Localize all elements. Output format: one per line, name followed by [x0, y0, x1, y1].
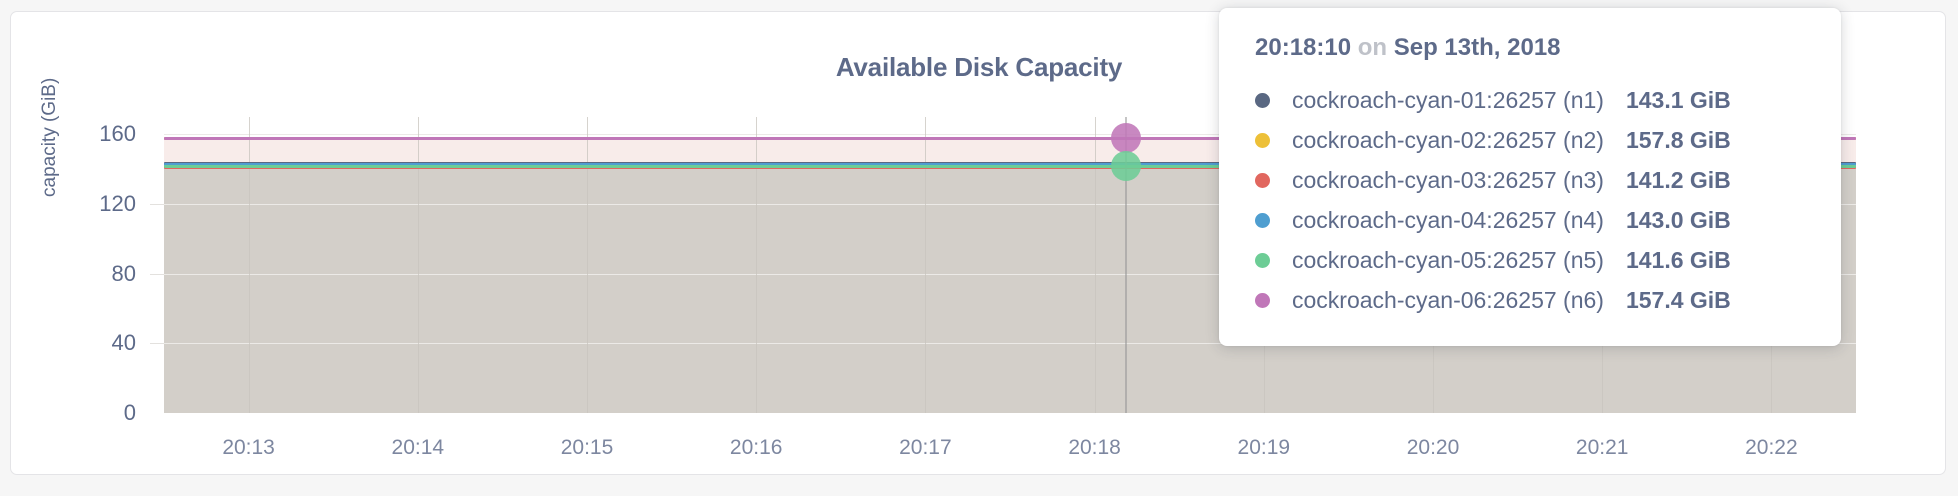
- tooltip-row: cockroach-cyan-05:26257 (n5) 141.6 GiB: [1255, 240, 1807, 280]
- x-tick-label: 20:22: [1745, 436, 1798, 459]
- tooltip-timestamp: 20:18:10 on Sep 13th, 2018: [1255, 34, 1807, 62]
- crosshair-line: [1125, 117, 1128, 413]
- series-value: 143.0 GiB: [1625, 206, 1731, 233]
- gridline-vertical: [1095, 117, 1096, 413]
- series-color-dot: [1255, 92, 1270, 108]
- tooltip-row: cockroach-cyan-03:26257 (n3) 141.2 GiB: [1255, 160, 1807, 200]
- series-name: cockroach-cyan-01:26257 (n1): [1292, 86, 1604, 113]
- series-value: 157.4 GiB: [1625, 286, 1731, 313]
- gridline-vertical: [925, 117, 926, 413]
- series-value: 141.6 GiB: [1625, 246, 1731, 273]
- series-name: cockroach-cyan-04:26257 (n4): [1292, 206, 1604, 233]
- y-tick-mark: [150, 343, 164, 345]
- gridline-horizontal: [164, 204, 1856, 206]
- hover-marker-2: [1111, 150, 1142, 181]
- tooltip-series-list: cockroach-cyan-01:26257 (n1) 143.1 GiB coc…: [1255, 80, 1807, 320]
- tooltip-row: cockroach-cyan-01:26257 (n1) 143.1 GiB: [1255, 80, 1807, 120]
- hover-tooltip: 20:18:10 on Sep 13th, 2018 cockroach-cya…: [1219, 8, 1841, 346]
- gridline-horizontal: [164, 343, 1856, 345]
- x-tick-label: 20:19: [1237, 436, 1291, 459]
- y-axis-title: capacity (GiB): [39, 77, 60, 197]
- series-line-n4: [164, 162, 1856, 166]
- tooltip-date: Sep 13th, 2018: [1393, 34, 1561, 61]
- series-name: cockroach-cyan-03:26257 (n3): [1292, 166, 1604, 193]
- series-color-dot: [1255, 212, 1270, 228]
- series-name: cockroach-cyan-06:26257 (n6): [1292, 286, 1604, 313]
- tooltip-time: 20:18:10: [1255, 34, 1352, 61]
- series-value: 141.2 GiB: [1625, 166, 1731, 193]
- y-tick-label: 80: [111, 260, 136, 286]
- tooltip-on-word: on: [1357, 34, 1388, 61]
- gridline-vertical: [756, 117, 757, 413]
- y-tick-mark: [150, 204, 164, 206]
- hover-marker-1: [1111, 123, 1142, 154]
- series-color-dot: [1255, 252, 1270, 268]
- x-tick-label: 20:16: [729, 436, 783, 459]
- y-tick-label: 160: [99, 121, 136, 147]
- series-name: cockroach-cyan-05:26257 (n5): [1292, 246, 1604, 273]
- y-tick-label: 120: [99, 191, 136, 217]
- series-color-dot: [1255, 132, 1270, 148]
- x-tick-label: 20:13: [222, 436, 275, 459]
- series-value: 157.8 GiB: [1625, 126, 1731, 153]
- series-name: cockroach-cyan-02:26257 (n2): [1292, 126, 1604, 153]
- series-color-dot: [1255, 172, 1270, 188]
- gridline-vertical: [418, 117, 419, 413]
- gridline-horizontal: [164, 273, 1856, 275]
- y-tick-label: 0: [123, 400, 136, 425]
- tooltip-row: cockroach-cyan-02:26257 (n2) 157.8 GiB: [1255, 120, 1807, 160]
- series-value: 143.1 GiB: [1625, 86, 1731, 113]
- x-tick-label: 20:18: [1068, 436, 1121, 459]
- gridline-vertical: [249, 117, 250, 413]
- x-tick-label: 20:21: [1575, 436, 1629, 459]
- tooltip-row: cockroach-cyan-04:26257 (n4) 143.0 GiB: [1255, 200, 1807, 240]
- x-tick-label: 20:20: [1406, 436, 1460, 459]
- tooltip-row: cockroach-cyan-06:26257 (n6) 157.4 GiB: [1255, 280, 1807, 320]
- gridline-horizontal: [164, 134, 1856, 136]
- x-tick-label: 20:15: [560, 436, 614, 459]
- series-color-dot: [1255, 292, 1270, 308]
- x-tick-label: 20:17: [899, 436, 952, 459]
- y-tick-label: 40: [111, 330, 136, 356]
- series-line-n5: [164, 164, 1856, 168]
- x-tick-label: 20:14: [391, 436, 445, 459]
- gridline-vertical: [587, 117, 588, 413]
- series-line-n6: [164, 137, 1856, 141]
- page-title: Available Disk Capacity: [835, 52, 1123, 82]
- y-tick-mark: [150, 273, 164, 275]
